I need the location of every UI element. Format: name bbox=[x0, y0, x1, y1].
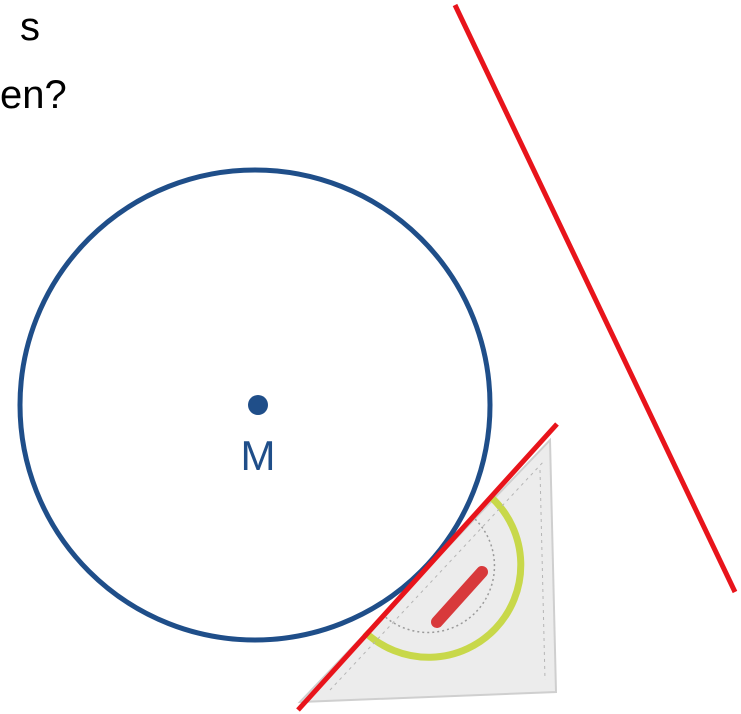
center-label: M bbox=[241, 432, 276, 479]
question-line: s bbox=[20, 5, 40, 49]
question-line: en? bbox=[0, 73, 67, 117]
diagram: s en? M bbox=[0, 0, 741, 714]
page: {"text_lines": ["s", "en?"], "center_lab… bbox=[0, 0, 741, 714]
center-point bbox=[248, 395, 268, 415]
